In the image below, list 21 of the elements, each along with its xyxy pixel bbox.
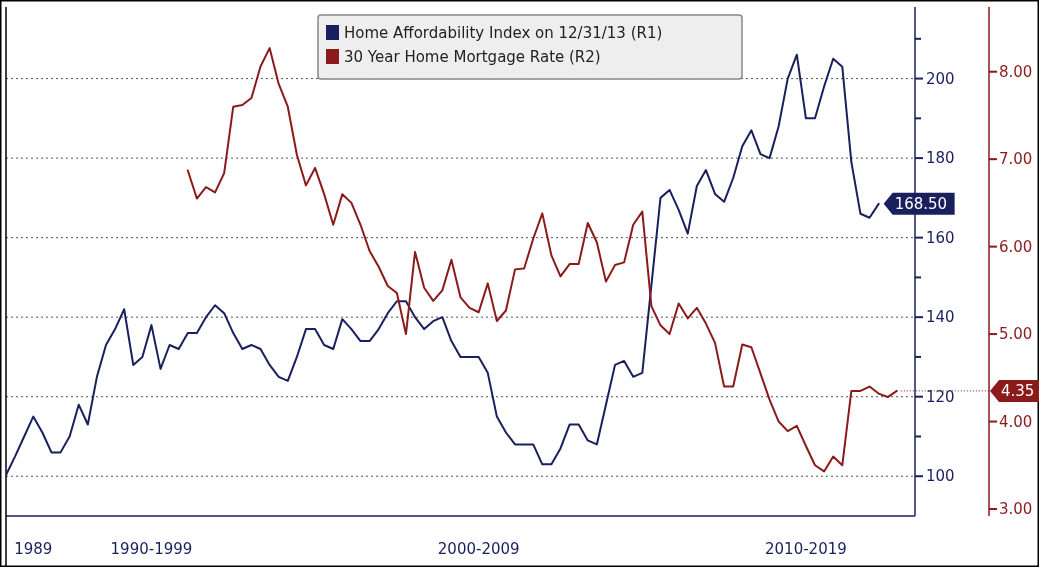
x-tick-label: 1989: [14, 540, 53, 558]
y-tick-label: 180: [926, 149, 955, 168]
y-tick-label: 100: [926, 467, 955, 486]
data-label: 4.35: [1001, 381, 1035, 400]
legend-label: Home Affordability Index on 12/31/13 (R1): [344, 24, 663, 42]
y2-tick-label: 3.00: [999, 500, 1033, 518]
x-tick-label: 2000-2009: [437, 540, 520, 558]
y-tick-label: 140: [926, 308, 955, 327]
x-tick-label: 2010-2019: [765, 540, 847, 558]
x-tick-label: 1990-1999: [110, 540, 193, 558]
legend-label: 30 Year Home Mortgage Rate (R2): [344, 48, 601, 66]
y-tick-label: 160: [926, 228, 955, 247]
line-series: [186, 47, 898, 473]
y-tick-label: 200: [926, 69, 955, 88]
y2-tick-label: 8.00: [999, 62, 1033, 81]
y2-tick-label: 6.00: [999, 237, 1033, 256]
y-tick-label: 120: [926, 387, 955, 406]
data-label: 168.50: [894, 194, 948, 213]
y2-tick-label: 5.00: [999, 325, 1033, 344]
y2-tick-label: 7.00: [999, 150, 1033, 169]
y2-tick-label: 4.00: [999, 412, 1033, 431]
